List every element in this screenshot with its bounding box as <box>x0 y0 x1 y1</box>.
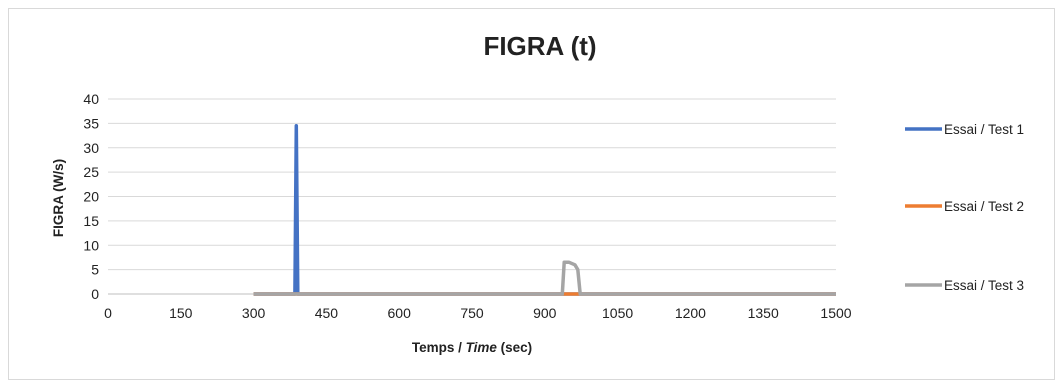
series-line-test-1 <box>253 124 836 296</box>
y-tick-25: 25 <box>83 164 99 180</box>
x-axis-label-italic: Time <box>466 340 498 355</box>
series-line-test-3 <box>253 260 836 296</box>
y-axis-label: FIGRA (W/s) <box>51 159 66 237</box>
x-axis-label-suffix: (sec) <box>497 340 532 355</box>
gridlines <box>108 98 836 295</box>
x-tick-450: 450 <box>315 305 339 321</box>
x-tick-750: 750 <box>460 305 484 321</box>
chart-title: FIGRA (t) <box>483 31 596 61</box>
y-tick-15: 15 <box>83 213 99 229</box>
y-tick-5: 5 <box>91 262 99 278</box>
legend-label-test-1: Essai / Test 1 <box>944 122 1024 137</box>
x-tick-600: 600 <box>388 305 412 321</box>
y-tick-20: 20 <box>83 189 99 205</box>
legend: Essai / Test 1 Essai / Test 2 Essai / Test… <box>905 122 1024 293</box>
legend-label-test-2: Essai / Test 2 <box>944 199 1024 214</box>
x-tick-300: 300 <box>242 305 266 321</box>
y-tick-30: 30 <box>83 140 99 156</box>
x-tick-1050: 1050 <box>602 305 633 321</box>
x-tick-150: 150 <box>169 305 193 321</box>
x-tick-1350: 1350 <box>748 305 779 321</box>
y-tick-0: 0 <box>91 286 99 302</box>
y-tick-35: 35 <box>83 115 99 131</box>
series-lines <box>253 124 836 296</box>
y-tick-labels: 0 5 10 15 20 25 30 35 40 <box>83 91 99 302</box>
legend-label-test-3: Essai / Test 3 <box>944 278 1024 293</box>
x-axis-label-plain: Temps / <box>412 340 466 355</box>
y-tick-10: 10 <box>83 237 99 253</box>
x-tick-0: 0 <box>104 305 112 321</box>
x-tick-1500: 1500 <box>820 305 851 321</box>
y-tick-40: 40 <box>83 91 99 107</box>
x-axis-label: Temps / Time (sec) <box>412 340 532 355</box>
chart-frame <box>8 8 1055 380</box>
x-tick-labels: 0 150 300 450 600 750 900 1050 1200 1350 1500 <box>104 305 852 321</box>
x-tick-1200: 1200 <box>675 305 706 321</box>
x-tick-900: 900 <box>533 305 557 321</box>
